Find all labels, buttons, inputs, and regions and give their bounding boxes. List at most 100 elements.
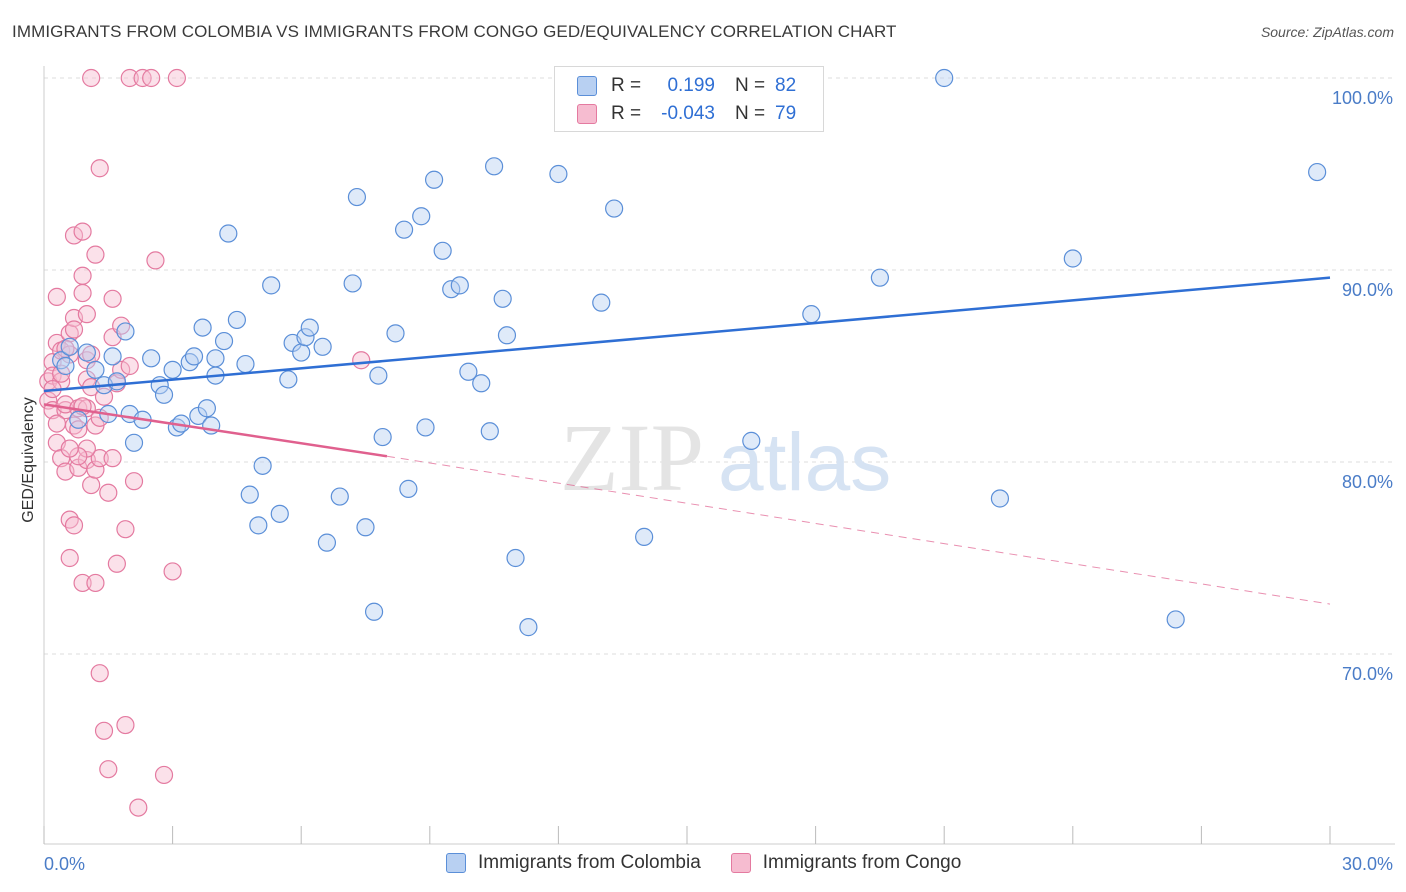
colombia-point-59 bbox=[485, 157, 504, 176]
congo-point-61 bbox=[352, 351, 371, 370]
congo-point-68 bbox=[47, 414, 66, 433]
y-tick-label-80: 80.0% bbox=[1342, 472, 1393, 492]
congo-point-24 bbox=[69, 420, 88, 439]
congo-point-44 bbox=[99, 760, 118, 779]
colombia-point-46 bbox=[373, 427, 392, 447]
colombia-point-39 bbox=[317, 533, 337, 552]
colombia-point-78 bbox=[56, 356, 75, 376]
colombia-swatch bbox=[577, 76, 597, 96]
colombia-point-40 bbox=[330, 487, 349, 506]
congo-point-16 bbox=[60, 548, 79, 568]
congo-n-label: N = bbox=[735, 103, 766, 124]
y-tick-label-100: 100.0% bbox=[1332, 88, 1393, 108]
congo-point-7 bbox=[47, 287, 66, 306]
congo-point-35 bbox=[82, 68, 101, 88]
congo-point-34 bbox=[82, 475, 101, 495]
colombia-point-6 bbox=[103, 347, 122, 366]
colombia-point-35 bbox=[292, 343, 311, 362]
congo-point-28 bbox=[73, 222, 92, 241]
legend-item-congo: Immigrants from Congo bbox=[730, 852, 962, 874]
congo-point-67 bbox=[112, 360, 131, 379]
colombia-point-62 bbox=[506, 548, 525, 568]
colombia-point-20 bbox=[193, 318, 212, 337]
colombia-point-8 bbox=[116, 322, 135, 341]
legend-row-congo: R = -0.043 N = 79 bbox=[577, 101, 796, 127]
congo-point-39 bbox=[90, 449, 109, 468]
colombia-point-24 bbox=[214, 331, 234, 351]
x-tick-label-max: 30.0% bbox=[1342, 854, 1393, 874]
colombia-point-51 bbox=[416, 418, 435, 437]
colombia-point-52 bbox=[424, 170, 444, 189]
colombia-point-7 bbox=[107, 372, 126, 391]
congo-point-37 bbox=[86, 460, 105, 479]
congo-point-27 bbox=[73, 573, 92, 593]
colombia-point-43 bbox=[356, 518, 375, 537]
colombia-point-49 bbox=[399, 479, 418, 498]
colombia-point-2 bbox=[69, 410, 88, 429]
colombia-point-14 bbox=[154, 385, 174, 404]
colombia-point-61 bbox=[497, 326, 517, 345]
congo-point-29 bbox=[77, 305, 96, 324]
series-legend: Immigrants from Colombia Immigrants from… bbox=[446, 852, 991, 874]
colombia-point-32 bbox=[270, 504, 289, 523]
colombia-n-value: 82 bbox=[775, 75, 797, 96]
colombia-point-25 bbox=[219, 224, 238, 243]
colombia-point-55 bbox=[450, 276, 469, 295]
congo-point-45 bbox=[103, 289, 122, 308]
congo-point-72 bbox=[103, 449, 122, 468]
congo-point-53 bbox=[124, 472, 144, 491]
colombia-point-77 bbox=[1308, 162, 1327, 182]
congo-point-52 bbox=[120, 68, 139, 88]
colombia-point-71 bbox=[802, 305, 821, 324]
colombia-point-44 bbox=[364, 602, 384, 621]
colombia-point-37 bbox=[300, 318, 319, 337]
y-tick-label-90: 90.0% bbox=[1342, 280, 1393, 300]
colombia-point-53 bbox=[433, 241, 452, 260]
colombia-point-64 bbox=[549, 164, 568, 184]
congo-point-42 bbox=[94, 721, 114, 740]
colombia-point-76 bbox=[1166, 610, 1185, 629]
colombia-point-50 bbox=[412, 207, 431, 226]
colombia-point-3 bbox=[77, 343, 96, 362]
colombia-point-33 bbox=[279, 370, 298, 389]
congo-point-21 bbox=[64, 516, 84, 535]
colombia-r-value: 0.199 bbox=[667, 75, 715, 96]
colombia-point-12 bbox=[142, 349, 161, 368]
congo-point-54 bbox=[129, 798, 148, 817]
congo-point-41 bbox=[90, 159, 109, 178]
congo-r-label: R = bbox=[611, 103, 642, 124]
congo-point-75 bbox=[64, 320, 84, 339]
colombia-point-41 bbox=[343, 274, 362, 293]
congo-swatch bbox=[577, 104, 597, 124]
colombia-point-48 bbox=[394, 220, 414, 239]
stats-legend: R = 0.199 N = 82 R = -0.043 N = 79 bbox=[554, 66, 824, 132]
colombia-point-38 bbox=[313, 337, 332, 356]
source-credit: Source: ZipAtlas.com bbox=[1260, 24, 1394, 40]
colombia-point-36 bbox=[296, 328, 315, 347]
colombia-point-10 bbox=[124, 433, 144, 452]
congo-point-38 bbox=[86, 573, 105, 593]
colombia-point-58 bbox=[480, 422, 499, 441]
legend-row-colombia: R = 0.199 N = 82 bbox=[577, 73, 796, 99]
colombia-point-15 bbox=[163, 360, 182, 379]
colombia-point-67 bbox=[635, 527, 654, 546]
colombia-n-label: N = bbox=[735, 75, 766, 96]
colombia-point-4 bbox=[86, 360, 105, 379]
colombia-point-31 bbox=[262, 276, 281, 295]
chart-title: IMMIGRANTS FROM COLOMBIA VS IMMIGRANTS F… bbox=[12, 22, 897, 41]
congo-point-25 bbox=[73, 283, 92, 303]
colombia-point-74 bbox=[990, 489, 1010, 508]
colombia-point-57 bbox=[472, 374, 491, 393]
colombia-point-27 bbox=[236, 354, 255, 374]
colombia-point-47 bbox=[386, 324, 405, 343]
legend-congo-label: Immigrants from Congo bbox=[762, 852, 962, 873]
y-tick-label-70: 70.0% bbox=[1342, 664, 1393, 684]
congo-point-36 bbox=[86, 245, 105, 264]
colombia-point-29 bbox=[249, 516, 268, 535]
y-tick-labels: 70.0% 80.0% 90.0% 100.0% bbox=[1332, 88, 1393, 684]
colombia-point-21 bbox=[197, 399, 216, 418]
legend-item-colombia: Immigrants from Colombia bbox=[446, 852, 701, 874]
legend-colombia-swatch bbox=[446, 853, 466, 873]
colombia-point-28 bbox=[240, 485, 259, 504]
